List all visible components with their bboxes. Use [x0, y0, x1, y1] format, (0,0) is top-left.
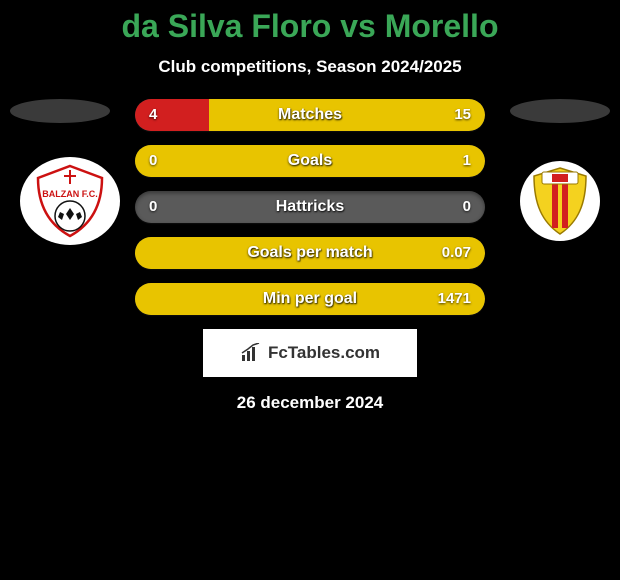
balzan-crest-icon: BALZAN F.C. — [30, 164, 110, 238]
stat-value-right: 1 — [463, 145, 471, 177]
watermark-text: FcTables.com — [268, 343, 380, 363]
stat-row: 4Matches15 — [135, 99, 485, 131]
stat-row: 0Goals1 — [135, 145, 485, 177]
comparison-panel: BALZAN F.C. 4Matches150Goals10Hattricks0… — [0, 99, 620, 413]
stat-row: Min per goal1471 — [135, 283, 485, 315]
stat-label: Min per goal — [135, 283, 485, 315]
team-right-badge — [520, 161, 600, 241]
chart-icon — [240, 343, 262, 363]
subtitle: Club competitions, Season 2024/2025 — [0, 57, 620, 77]
stat-value-right: 0 — [463, 191, 471, 223]
shadow-left — [10, 99, 110, 123]
stat-value-right: 0.07 — [442, 237, 471, 269]
stat-bars: 4Matches150Goals10Hattricks0Goals per ma… — [135, 99, 485, 315]
stat-row: 0Hattricks0 — [135, 191, 485, 223]
stat-row: Goals per match0.07 — [135, 237, 485, 269]
shadow-right — [510, 99, 610, 123]
stat-value-right: 15 — [454, 99, 471, 131]
stat-label: Goals — [135, 145, 485, 177]
page-title: da Silva Floro vs Morello — [0, 0, 620, 45]
watermark: FcTables.com — [203, 329, 417, 377]
date-label: 26 december 2024 — [0, 393, 620, 413]
stat-label: Hattricks — [135, 191, 485, 223]
stat-label: Matches — [135, 99, 485, 131]
team-left-badge: BALZAN F.C. — [20, 157, 120, 245]
stat-value-right: 1471 — [438, 283, 471, 315]
stat-label: Goals per match — [135, 237, 485, 269]
svg-text:BALZAN F.C.: BALZAN F.C. — [42, 189, 98, 199]
birkirkara-crest-icon — [530, 166, 590, 236]
